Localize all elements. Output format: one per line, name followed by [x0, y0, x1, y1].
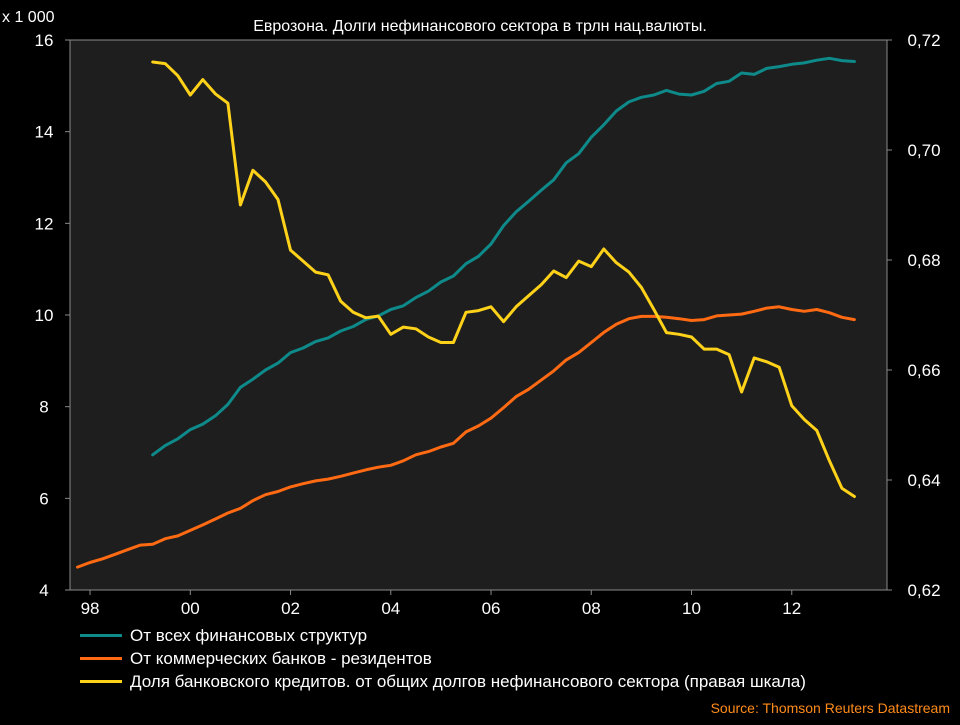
- legend-label-commercial-banks: От коммерческих банков - резидентов: [130, 648, 432, 668]
- y-right-ticks: 0,62 0,64 0,66 0,68 0,70 0,72: [887, 31, 941, 600]
- y-right-tick-label: 0,64: [907, 471, 940, 490]
- x-tick-label: 08: [582, 599, 601, 618]
- y-left-tick-label: 8: [39, 398, 48, 417]
- series-line-all-financial: [151, 56, 856, 457]
- y-left-tick-label: 6: [39, 489, 48, 508]
- y-left-multiplier: x 1 000: [2, 9, 55, 26]
- legend: От всех финансовых структур От коммерчес…: [80, 624, 940, 693]
- legend-label-bank-share: Доля банковского кредитов. от общих долг…: [130, 671, 806, 691]
- y-left-tick-label: 14: [35, 123, 54, 142]
- x-tick-label: 12: [782, 599, 801, 618]
- source-note: Source: Thomson Reuters Datastream: [710, 700, 950, 716]
- legend-swatch-bank-share: [80, 680, 122, 683]
- legend-item-commercial-banks: От коммерческих банков - резидентов: [80, 647, 940, 670]
- y-left-tick-label: 4: [39, 581, 48, 600]
- y-left-tick-label: 16: [35, 31, 54, 50]
- legend-item-all-financial: От всех финансовых структур: [80, 624, 940, 647]
- chart-title: Еврозона. Долги нефинансового сектора в …: [253, 18, 707, 35]
- legend-label-all-financial: От всех финансовых структур: [130, 625, 368, 645]
- y-right-tick-label: 0,70: [907, 141, 940, 160]
- series-line-bank-share: [151, 60, 856, 498]
- legend-swatch-all-financial: [80, 634, 122, 637]
- y-right-tick-label: 0,62: [907, 581, 940, 600]
- y-left-ticks: 4 6 8 10 12 14 16: [35, 31, 70, 600]
- x-tick-label: 00: [181, 599, 200, 618]
- x-tick-label: 98: [81, 599, 100, 618]
- y-right-tick-label: 0,72: [907, 31, 940, 50]
- series-line-commercial-banks: [76, 305, 856, 569]
- y-left-tick-label: 12: [35, 214, 54, 233]
- y-right-tick-label: 0,66: [907, 361, 940, 380]
- x-tick-label: 02: [281, 599, 300, 618]
- x-tick-label: 10: [682, 599, 701, 618]
- plot-area: [69, 39, 888, 591]
- x-ticks: 98 00 02 04 06 08 10 12: [81, 590, 801, 618]
- series-lines: [76, 56, 856, 569]
- legend-swatch-commercial-banks: [80, 657, 122, 660]
- legend-item-bank-share: Доля банковского кредитов. от общих долг…: [80, 670, 940, 693]
- y-left-tick-label: 10: [35, 306, 54, 325]
- y-right-tick-label: 0,68: [907, 251, 940, 270]
- x-tick-label: 06: [482, 599, 501, 618]
- x-tick-label: 04: [381, 599, 400, 618]
